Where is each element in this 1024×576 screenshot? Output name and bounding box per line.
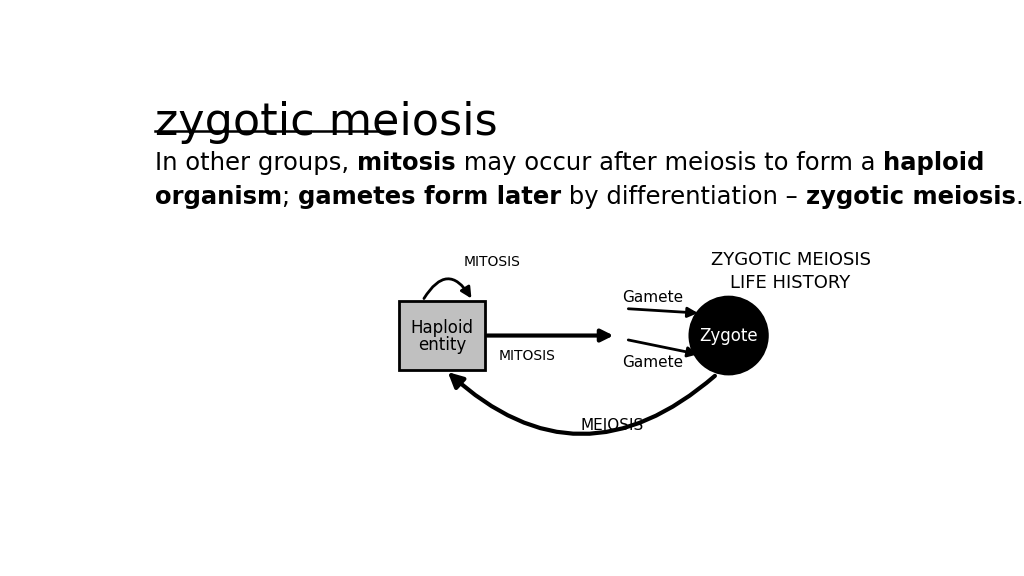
Text: Zygote: Zygote	[699, 327, 758, 344]
FancyArrowPatch shape	[424, 279, 470, 298]
Circle shape	[690, 297, 767, 374]
Text: MITOSIS: MITOSIS	[499, 350, 556, 363]
Text: entity: entity	[418, 336, 466, 354]
FancyArrowPatch shape	[452, 375, 715, 434]
Text: zygotic meiosis: zygotic meiosis	[806, 185, 1016, 210]
Text: Haploid: Haploid	[411, 319, 473, 337]
Text: by differentiation –: by differentiation –	[561, 185, 806, 210]
Text: organism: organism	[155, 185, 283, 210]
Text: MITOSIS: MITOSIS	[464, 255, 520, 268]
Text: Gamete: Gamete	[622, 355, 683, 370]
Text: ;: ;	[283, 185, 298, 210]
FancyArrowPatch shape	[629, 340, 695, 356]
Text: In other groups,: In other groups,	[155, 151, 357, 175]
Text: mitosis: mitosis	[357, 151, 456, 175]
Text: zygotic meiosis: zygotic meiosis	[155, 101, 498, 143]
Text: LIFE HISTORY: LIFE HISTORY	[730, 274, 851, 292]
Text: ZYGOTIC MEIOSIS: ZYGOTIC MEIOSIS	[711, 251, 870, 269]
FancyBboxPatch shape	[399, 301, 484, 370]
Text: MEIOSIS: MEIOSIS	[581, 418, 644, 433]
Text: .: .	[1016, 185, 1023, 210]
Text: gametes form later: gametes form later	[298, 185, 561, 210]
Text: may occur after meiosis to form a: may occur after meiosis to form a	[456, 151, 883, 175]
FancyArrowPatch shape	[629, 308, 695, 316]
Text: Gamete: Gamete	[622, 290, 683, 305]
Text: haploid: haploid	[883, 151, 984, 175]
FancyArrowPatch shape	[487, 331, 609, 340]
